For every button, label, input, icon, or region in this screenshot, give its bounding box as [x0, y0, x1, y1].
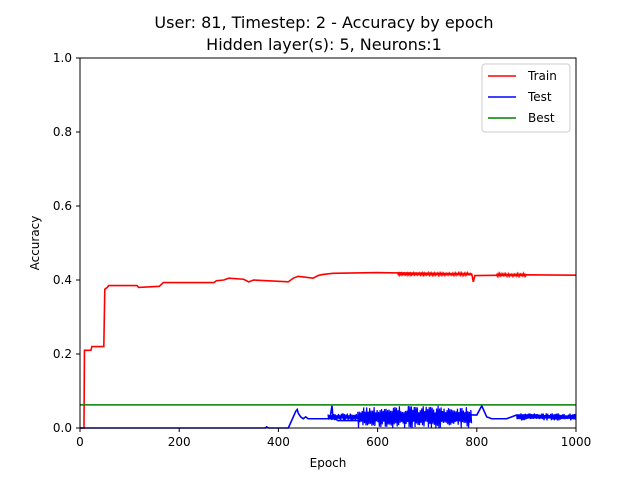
chart-title-line2: Hidden layer(s): 5, Neurons:1 [206, 35, 442, 54]
plot-frame [79, 57, 577, 429]
x-tick-label: 200 [168, 435, 191, 449]
y-axis: 0.0 0.2 0.4 0.6 0.8 1.0 [53, 51, 80, 435]
y-tick-label: 0.6 [53, 199, 72, 213]
x-tick-label: 800 [465, 435, 488, 449]
y-tick-label: 0.8 [53, 125, 72, 139]
test-series-oscillation [515, 413, 577, 421]
y-tick-label: 0.4 [53, 273, 72, 287]
legend-label-test: Test [527, 90, 552, 104]
series-layer [80, 270, 577, 429]
x-tick-label: 0 [76, 435, 84, 449]
x-axis-label: Epoch [310, 456, 347, 470]
test-series-oscillation [357, 405, 473, 428]
legend-label-train: Train [527, 69, 557, 83]
test-series-oscillation [327, 413, 359, 421]
x-tick-label: 400 [267, 435, 290, 449]
x-tick-label: 1000 [561, 435, 592, 449]
legend: Train Test Best [481, 63, 571, 133]
legend-frame [481, 63, 571, 133]
test-series-line [80, 403, 576, 429]
train-series-line [80, 271, 577, 429]
x-axis: 0 200 400 600 800 1000 [76, 428, 591, 449]
y-tick-label: 1.0 [53, 51, 72, 65]
y-tick-label: 0.0 [53, 421, 72, 435]
legend-label-best: Best [528, 111, 555, 125]
y-axis-label: Accuracy [28, 216, 42, 271]
y-tick-label: 0.2 [53, 347, 72, 361]
x-tick-label: 600 [366, 435, 389, 449]
chart-title-line1: User: 81, Timestep: 2 - Accuracy by epoc… [154, 13, 493, 32]
